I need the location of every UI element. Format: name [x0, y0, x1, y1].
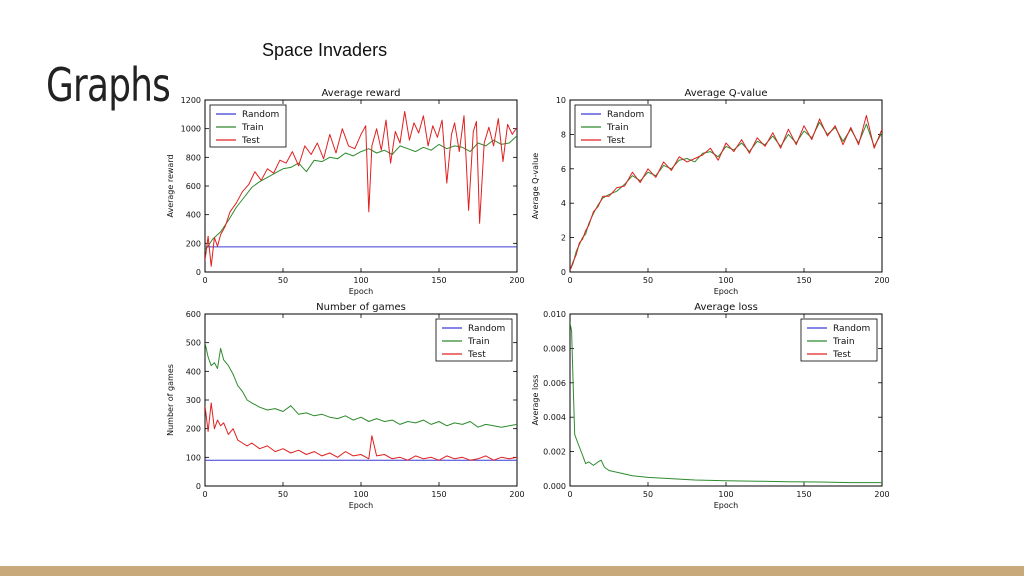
number-of-games-y-tick-label: 300	[186, 396, 201, 405]
average-loss-x-tick-label: 200	[874, 490, 889, 499]
number-of-games-title: Number of games	[316, 302, 406, 313]
average-reward-y-tick-label: 0	[196, 268, 201, 277]
number-of-games-y-axis-label: Number of games	[166, 364, 175, 436]
number-of-games-x-tick-label: 200	[509, 490, 524, 499]
average-reward-legend-label-test: Test	[241, 136, 260, 146]
average-q-value-legend: Random Train Test	[574, 104, 652, 148]
number-of-games-y-tick-label: 200	[186, 425, 201, 434]
average-q-value-legend-label-train: Train	[606, 123, 629, 133]
average-reward-x-axis-label: Epoch	[349, 287, 374, 296]
number-of-games-x-tick-label: 0	[202, 490, 207, 499]
average-reward-x-tick-label: 150	[431, 276, 446, 285]
slide-subtitle: Space Invaders	[262, 40, 388, 60]
average-reward-x-tick-label: 50	[278, 276, 288, 285]
average-q-value-y-tick-label: 4	[561, 199, 566, 208]
slide-title: Graphs	[46, 58, 171, 112]
average-loss-x-tick-label: 150	[796, 490, 811, 499]
average-loss-x-axis-label: Epoch	[714, 501, 739, 510]
average-reward-legend-label-train: Train	[241, 123, 264, 133]
average-q-value-y-tick-label: 2	[561, 234, 566, 243]
number-of-games-y-tick-label: 0	[196, 482, 201, 491]
average-q-value-x-tick-label: 200	[874, 276, 889, 285]
average-loss-y-tick-label: 0.008	[543, 344, 566, 353]
number-of-games-legend: Random Train Test	[435, 318, 513, 362]
average-reward-y-axis-label: Average reward	[166, 154, 175, 217]
footer-bar	[0, 566, 1024, 576]
number-of-games-x-tick-label: 100	[353, 490, 368, 499]
average-reward-x-tick-label: 0	[202, 276, 207, 285]
average-reward-y-tick-label: 200	[186, 239, 201, 248]
average-q-value-series-test	[570, 115, 882, 271]
number-of-games-x-tick-label: 150	[431, 490, 446, 499]
average-loss-y-tick-label: 0.002	[543, 448, 566, 457]
average-loss-x-tick-label: 100	[718, 490, 733, 499]
average-loss-y-tick-label: 0.010	[543, 310, 566, 319]
average-q-value-title: Average Q-value	[684, 88, 767, 99]
average-reward-series-test	[205, 111, 517, 267]
number-of-games-legend-label-train: Train	[467, 337, 490, 347]
average-loss-legend-label-train: Train	[832, 337, 855, 347]
average-reward-chart: Average reward 0 50 100 150 200 0 200 400 600 800 1…	[166, 88, 525, 296]
average-loss-series-train	[570, 322, 882, 484]
number-of-games-legend-label-test: Test	[467, 350, 486, 360]
average-reward-y-tick-label: 1200	[181, 96, 201, 105]
average-reward-title: Average reward	[322, 88, 401, 99]
average-loss-chart: Average loss 0 50 100 150 200 0.000 0.002 0.004 0…	[531, 302, 890, 510]
number-of-games-y-tick-label: 600	[186, 310, 201, 319]
average-loss-title: Average loss	[694, 302, 758, 313]
average-q-value-x-tick-label: 150	[796, 276, 811, 285]
average-q-value-y-axis-label: Average Q-value	[531, 153, 540, 220]
average-q-value-legend-label-test: Test	[606, 136, 625, 146]
average-reward-series-train	[205, 135, 517, 251]
average-loss-x-tick-label: 50	[643, 490, 653, 499]
average-loss-legend-label-random: Random	[833, 324, 870, 334]
average-q-value-x-axis-label: Epoch	[714, 287, 739, 296]
number-of-games-x-tick-label: 50	[278, 490, 288, 499]
average-loss-y-tick-label: 0.006	[543, 379, 566, 388]
number-of-games-series-train	[205, 342, 517, 428]
average-reward-x-tick-label: 100	[353, 276, 368, 285]
average-q-value-x-tick-label: 0	[567, 276, 572, 285]
average-loss-y-tick-label: 0.000	[543, 482, 566, 491]
average-q-value-y-tick-label: 6	[561, 165, 566, 174]
number-of-games-x-axis-label: Epoch	[349, 501, 374, 510]
number-of-games-y-tick-label: 500	[186, 339, 201, 348]
average-reward-y-tick-label: 1000	[181, 125, 201, 134]
number-of-games-chart: Number of games 0 50 100 150 200 0 100 200 300 400…	[166, 302, 525, 510]
average-loss-x-tick-label: 0	[567, 490, 572, 499]
average-q-value-y-tick-label: 0	[561, 268, 566, 277]
average-reward-y-tick-label: 800	[186, 153, 201, 162]
average-reward-y-tick-label: 600	[186, 182, 201, 191]
average-loss-legend-label-test: Test	[832, 350, 851, 360]
average-q-value-x-tick-label: 100	[718, 276, 733, 285]
number-of-games-legend-label-random: Random	[468, 324, 505, 334]
average-q-value-legend-label-random: Random	[607, 110, 644, 120]
average-loss-legend: Random Train Test	[800, 318, 878, 362]
average-reward-legend: Random Train Test	[209, 104, 287, 148]
average-q-value-y-tick-label: 8	[561, 130, 566, 139]
average-loss-y-axis-label: Average loss	[531, 375, 540, 426]
average-reward-x-tick-label: 200	[509, 276, 524, 285]
average-q-value-y-tick-label: 10	[556, 96, 566, 105]
average-loss-y-tick-label: 0.004	[543, 413, 566, 422]
average-reward-y-tick-label: 400	[186, 211, 201, 220]
average-reward-legend-label-random: Random	[242, 110, 279, 120]
average-q-value-chart: Average Q-value 0 50 100 150 200 0 2 4 6 8 10 Epoch A…	[531, 88, 890, 296]
number-of-games-y-tick-label: 100	[186, 453, 201, 462]
number-of-games-series-test	[205, 402, 517, 461]
number-of-games-y-tick-label: 400	[186, 367, 201, 376]
average-q-value-x-tick-label: 50	[643, 276, 653, 285]
